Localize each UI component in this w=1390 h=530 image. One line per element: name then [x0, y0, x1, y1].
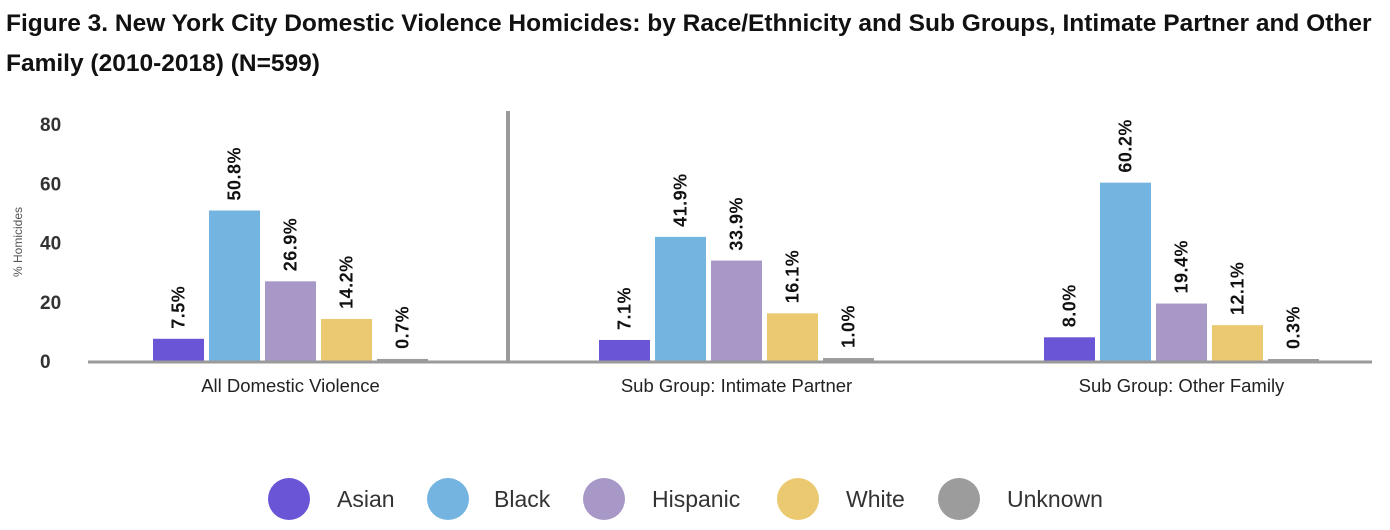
bar-asian-1: [599, 339, 650, 361]
bar-white-1: [767, 313, 818, 361]
legend-label-black: Black: [494, 486, 551, 512]
chart-title: Figure 3. New York City Domestic Violenc…: [6, 10, 1372, 77]
data-label: 8.0%: [1060, 284, 1080, 327]
data-label: 50.8%: [225, 147, 245, 201]
data-label: 33.9%: [727, 197, 747, 251]
data-label: 16.1%: [783, 250, 803, 304]
bar-unknown-0: [377, 358, 428, 361]
data-label: 19.4%: [1172, 240, 1192, 294]
data-label: 26.9%: [281, 218, 301, 272]
legend-swatch-white: [777, 478, 819, 520]
data-label: 60.2%: [1116, 119, 1136, 173]
data-label: 14.2%: [337, 255, 357, 309]
legend-swatch-asian: [268, 478, 310, 520]
bar-hispanic-2: [1156, 303, 1207, 361]
y-tick-label: 60: [40, 174, 61, 195]
data-label: 1.0%: [839, 305, 859, 348]
bar-black-0: [209, 210, 260, 361]
legend: Asian Black Hispanic White Unknown: [268, 478, 1103, 520]
y-tick-label: 0: [40, 352, 51, 373]
y-tick-label: 80: [40, 115, 61, 136]
bar-white-2: [1212, 325, 1263, 361]
data-label: 0.3%: [1284, 306, 1304, 349]
y-axis: 0 20 40 60 80 % Homicides: [11, 115, 61, 373]
data-label: 7.5%: [169, 286, 189, 329]
bar-black-1: [655, 236, 706, 361]
data-label: 12.1%: [1228, 262, 1248, 316]
y-tick-label: 40: [40, 234, 61, 255]
axis-lines: [88, 111, 1372, 364]
bar-hispanic-0: [265, 281, 316, 361]
bar-hispanic-1: [711, 260, 762, 361]
bar-asian-0: [153, 338, 204, 361]
bar-asian-2: [1044, 337, 1095, 361]
legend-label-unknown: Unknown: [1007, 486, 1103, 512]
category-label: All Domestic Violence: [201, 375, 380, 396]
data-label: 41.9%: [671, 173, 691, 227]
legend-swatch-black: [427, 478, 469, 520]
bar-marks: 7.5% 7.1% 8.0% 50.8% 41.9% 60.2% 26.9% 33.9% 19.…: [153, 119, 1319, 361]
legend-label-asian: Asian: [337, 486, 395, 512]
category-label: Sub Group: Intimate Partner: [621, 375, 852, 396]
data-label: 7.1%: [615, 287, 635, 330]
y-tick-label: 20: [40, 293, 61, 314]
category-labels: All Domestic Violence Sub Group: Intimate…: [201, 375, 1285, 396]
legend-swatch-hispanic: [583, 478, 625, 520]
data-label: 0.7%: [393, 306, 413, 349]
bar-unknown-2: [1268, 359, 1319, 361]
bar-white-0: [321, 318, 372, 361]
y-axis-label: % Homicides: [11, 207, 25, 277]
legend-swatch-unknown: [938, 478, 980, 520]
bar-black-2: [1100, 182, 1151, 361]
bar-unknown-1: [823, 358, 874, 361]
legend-label-white: White: [846, 486, 905, 512]
category-label: Sub Group: Other Family: [1079, 375, 1285, 396]
legend-label-hispanic: Hispanic: [652, 486, 740, 512]
